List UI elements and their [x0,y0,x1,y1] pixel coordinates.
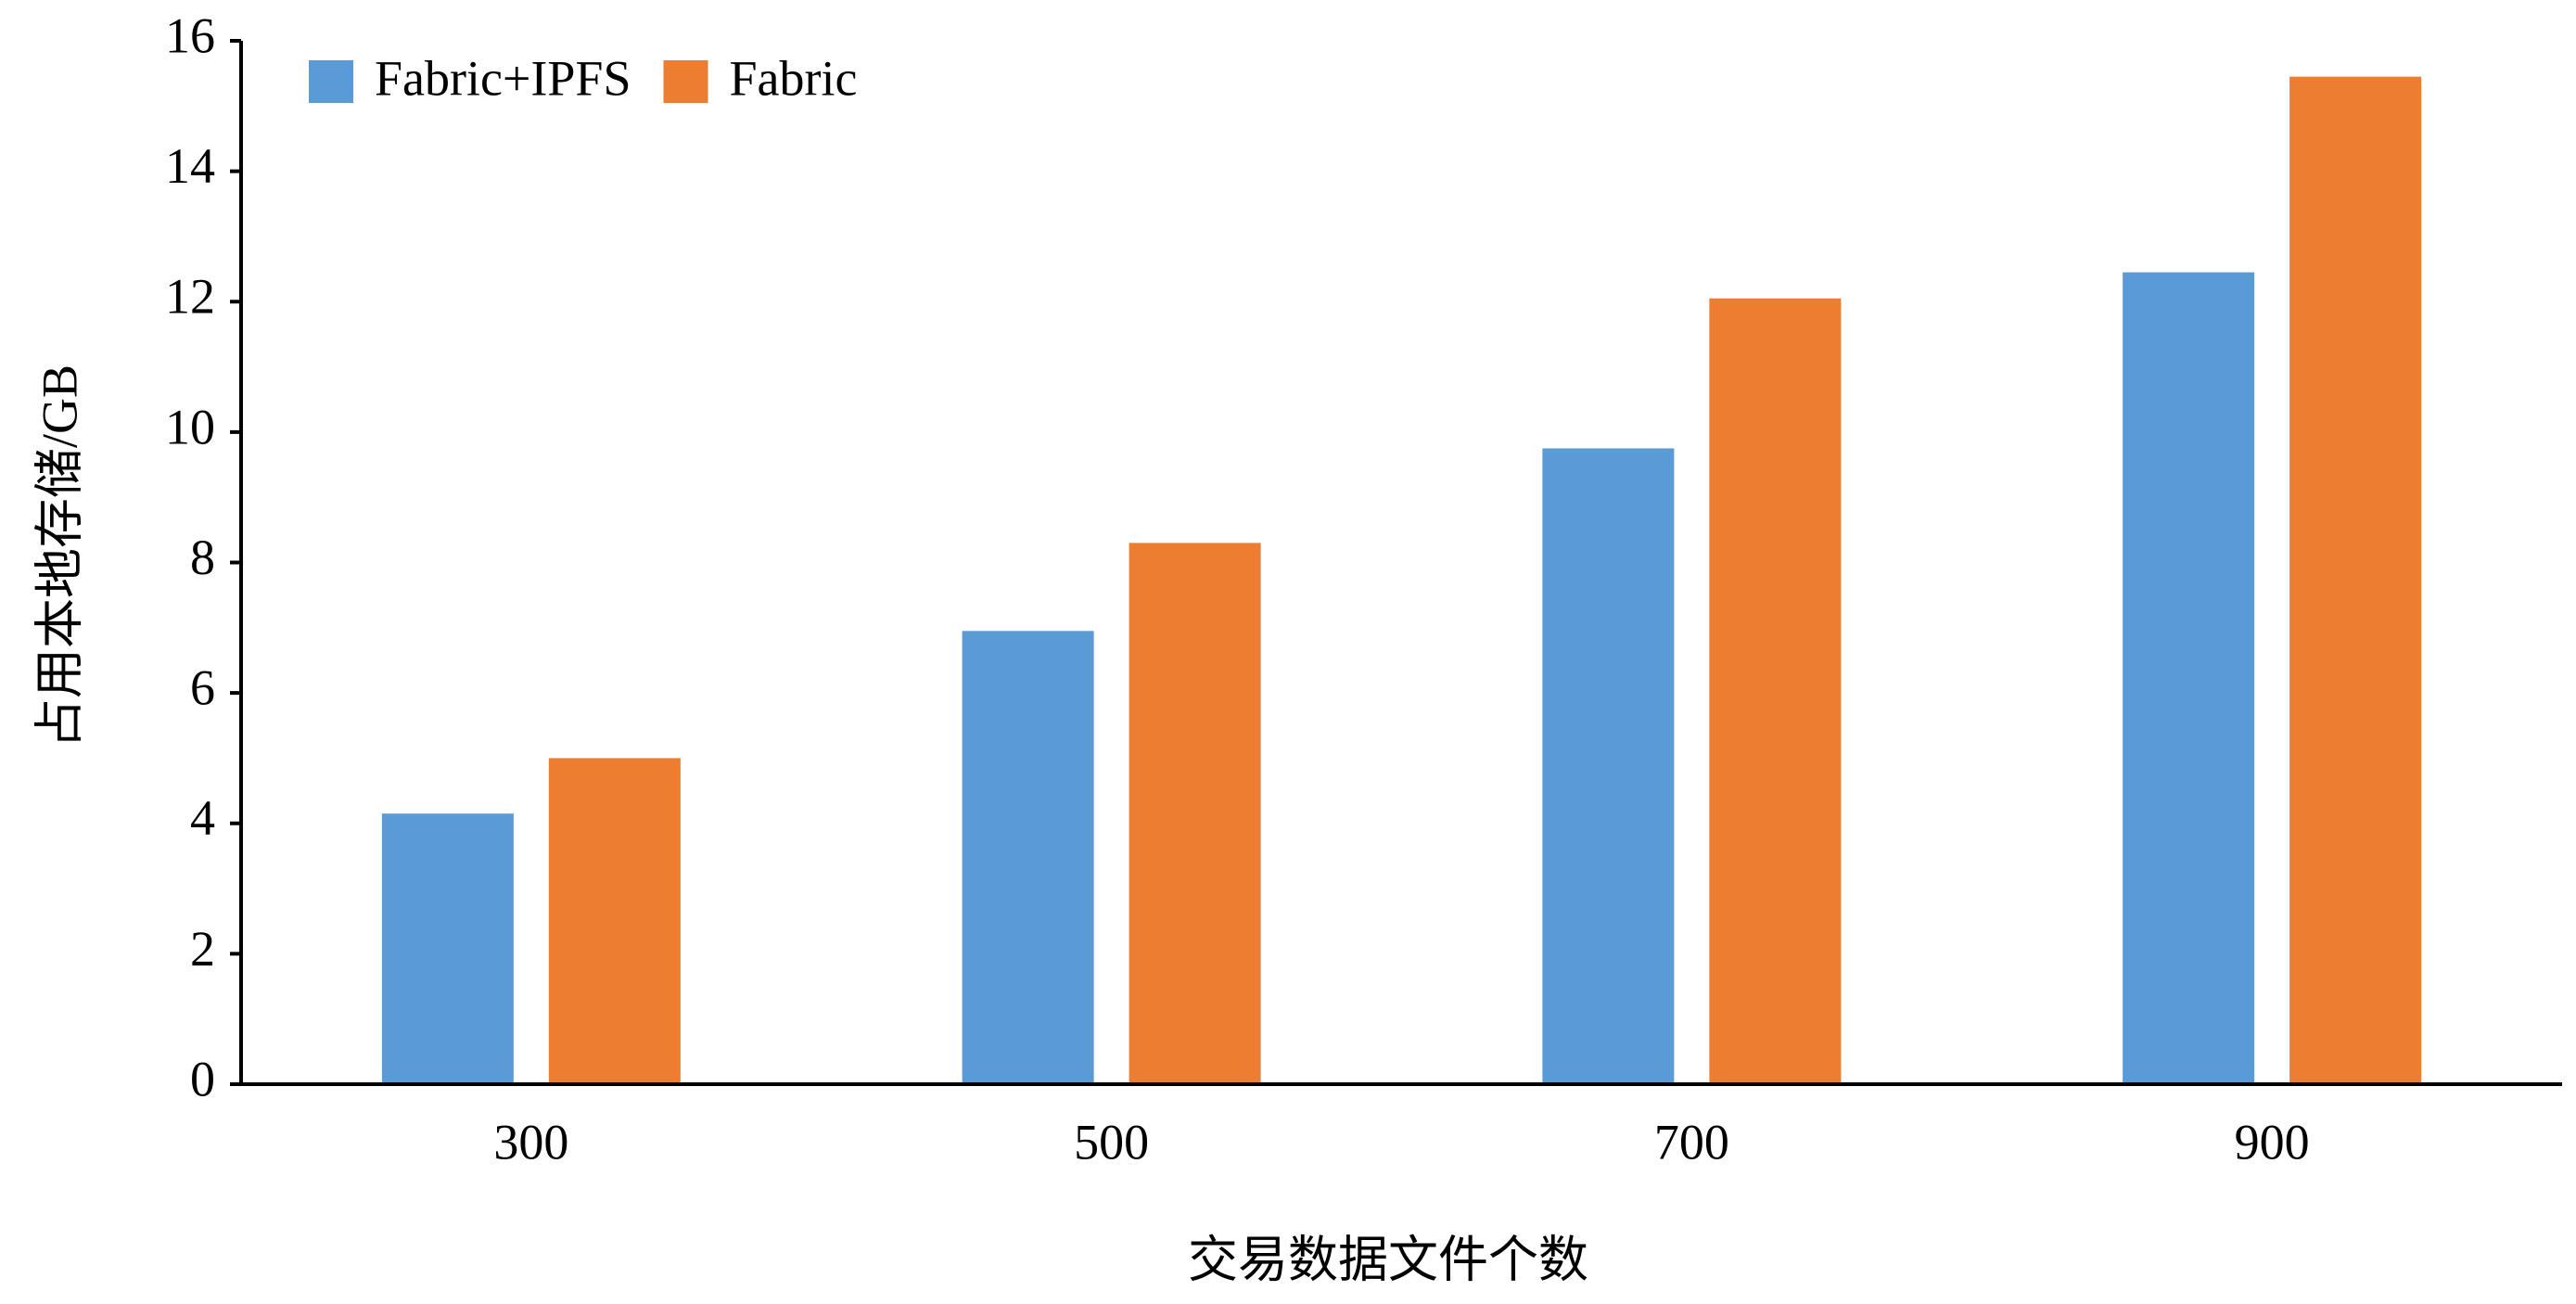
y-tick-label: 12 [165,269,215,325]
legend-label: Fabric+IPFS [375,50,631,106]
y-tick-label: 6 [190,660,215,716]
legend-label: Fabric [730,50,858,106]
x-tick-label: 900 [2235,1114,2310,1170]
x-tick-label: 500 [1074,1114,1149,1170]
y-tick-label: 14 [165,138,215,194]
legend-swatch [309,60,353,103]
y-tick-label: 4 [190,790,215,846]
y-axis-title: 占用本地存储/GB [32,364,87,748]
legend-swatch [663,60,708,103]
y-tick-label: 16 [165,7,215,63]
bar [1709,298,1842,1084]
y-tick-label: 10 [165,399,215,454]
bar [548,758,681,1084]
bar [2289,76,2422,1084]
bar [962,631,1094,1084]
bar [381,813,514,1084]
x-tick-label: 300 [493,1114,568,1170]
bar [1542,448,1675,1084]
x-tick-label: 700 [1654,1114,1729,1170]
y-tick-label: 0 [190,1051,215,1106]
bar [1129,543,1261,1084]
bar [2123,272,2255,1084]
x-axis-title: 交易数据文件个数 [1188,1232,1588,1287]
y-tick-label: 8 [190,530,215,585]
y-tick-label: 2 [190,921,215,977]
